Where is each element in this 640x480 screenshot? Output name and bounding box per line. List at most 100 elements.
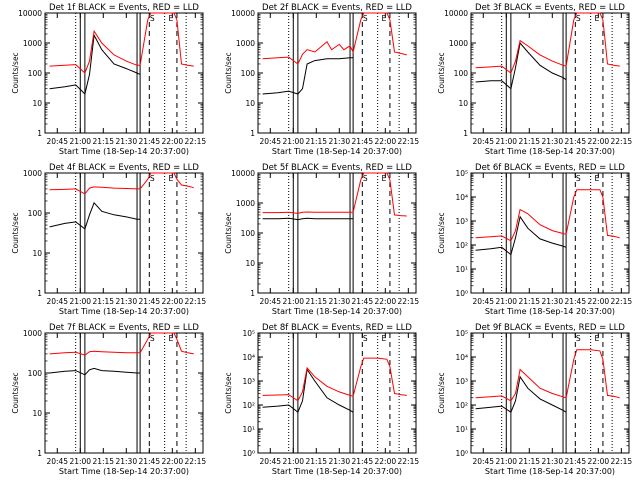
plot-frame [470,12,630,134]
x-tick-label: 21:15 [518,457,540,466]
x-tick-label: 22:00 [375,297,397,306]
x-tick-label: 22:00 [375,137,397,146]
x-tick-label: 22:00 [588,297,610,306]
x-tick-label: 21:00 [495,457,517,466]
x-tick-label: 22:15 [398,457,420,466]
detector-panel-5: Det 5f BLACK = Events, RED = LLD 1 10 100 10… [224,163,419,316]
x-tick-label: 20:45 [472,457,494,466]
y-axis-label: Counts/sec [437,52,446,93]
y-axis-label: Counts/sec [224,372,233,413]
plot-frame [44,12,204,134]
y-tick-label: 10⁵ [455,169,468,178]
marker-start-label: S [363,14,368,23]
x-tick-label: 20:45 [259,137,281,146]
y-tick-label: 10³ [242,377,255,386]
lld-series-line [262,12,407,65]
detector-panel-9: Det 9f BLACK = Events, RED = LLD 10⁰ 10¹ 10… [437,323,632,476]
x-axis-label: Start Time (18-Sep-14 20:37:00) [485,147,615,156]
panel-title: Det 4f BLACK = Events, RED = LLD [49,163,199,173]
x-tick-label: 20:45 [46,297,68,306]
marker-end-label: E [595,174,600,183]
x-tick-label: 21:30 [541,297,563,306]
x-tick-label: 21:30 [328,137,350,146]
events-series-line [49,33,141,95]
x-tick-label: 22:15 [185,137,207,146]
x-axis-label: Start Time (18-Sep-14 20:37:00) [272,467,402,476]
x-tick-label: 22:00 [588,137,610,146]
events-series-line [262,368,354,414]
y-tick-label: 10⁰ [242,449,255,458]
y-tick-label: 10000 [18,9,42,18]
y-tick-label: 1 [37,129,42,138]
events-series-line [475,375,567,413]
x-tick-label: 21:30 [328,297,350,306]
y-tick-label: 1000 [23,329,42,338]
x-tick-label: 22:15 [611,137,633,146]
x-tick-label: 20:45 [472,137,494,146]
marker-end-label: E [169,14,174,23]
detector-panel-6: Det 6f BLACK = Events, RED = LLD 10⁰ 10¹ 10… [437,163,632,316]
lld-series-line [475,189,620,242]
x-tick-label: 21:00 [69,137,91,146]
plot-frame [44,172,204,294]
x-tick-label: 21:45 [138,457,160,466]
x-tick-label: 21:15 [305,297,327,306]
x-tick-label: 20:45 [46,137,68,146]
y-tick-label: 10 [32,249,42,258]
y-tick-label: 10 [245,99,255,108]
y-tick-label: 10¹ [455,265,468,274]
y-tick-label: 10² [455,401,468,410]
x-tick-label: 22:00 [375,457,397,466]
x-axis-label: Start Time (18-Sep-14 20:37:00) [59,147,189,156]
x-tick-label: 21:45 [564,297,586,306]
x-axis-label: Start Time (18-Sep-14 20:37:00) [485,467,615,476]
detector-panel-3: Det 3f BLACK = Events, RED = LLD 1 10 100 10… [437,3,632,156]
panel-title: Det 8f BLACK = Events, RED = LLD [262,323,412,333]
marker-end-label: E [169,174,174,183]
x-tick-label: 22:00 [162,457,184,466]
x-tick-label: 20:45 [472,297,494,306]
x-tick-label: 22:15 [185,297,207,306]
y-axis-label: Counts/sec [11,52,20,93]
panel-title: Det 6f BLACK = Events, RED = LLD [475,163,625,173]
y-tick-label: 10³ [455,377,468,386]
lld-series-line [262,357,407,402]
y-tick-label: 10⁵ [242,329,255,338]
x-axis-label: Start Time (18-Sep-14 20:37:00) [272,147,402,156]
y-tick-label: 1 [463,129,468,138]
marker-start-label: S [363,334,368,343]
y-tick-label: 10³ [455,217,468,226]
y-tick-label: 10⁴ [455,193,468,202]
y-axis-label: Counts/sec [224,212,233,253]
x-tick-label: 22:15 [185,457,207,466]
plot-frame [257,12,417,134]
lld-series-line [49,172,194,195]
x-tick-label: 22:00 [162,137,184,146]
x-tick-label: 21:45 [138,137,160,146]
plot-frame [44,332,204,454]
x-tick-label: 22:00 [162,297,184,306]
y-axis-label: Counts/sec [437,212,446,253]
marker-start-label: S [576,334,581,343]
events-series-line [475,215,567,256]
x-tick-label: 21:30 [541,137,563,146]
x-tick-label: 22:15 [611,457,633,466]
y-tick-label: 100 [241,69,256,78]
x-tick-label: 21:15 [305,457,327,466]
x-tick-label: 21:45 [351,297,373,306]
x-tick-label: 20:45 [46,457,68,466]
y-tick-label: 100 [454,69,469,78]
x-tick-label: 21:15 [92,297,114,306]
x-tick-label: 21:00 [495,137,517,146]
x-tick-label: 21:00 [282,457,304,466]
lld-series-line [475,349,620,402]
lld-series-line [49,332,194,356]
y-tick-label: 1 [250,289,255,298]
y-tick-label: 10⁴ [242,353,255,362]
marker-end-label: E [382,334,387,343]
marker-end-label: E [382,174,387,183]
events-series-line [262,217,354,221]
marker-start-label: S [576,174,581,183]
y-tick-label: 10 [245,259,255,268]
x-tick-label: 21:45 [564,137,586,146]
